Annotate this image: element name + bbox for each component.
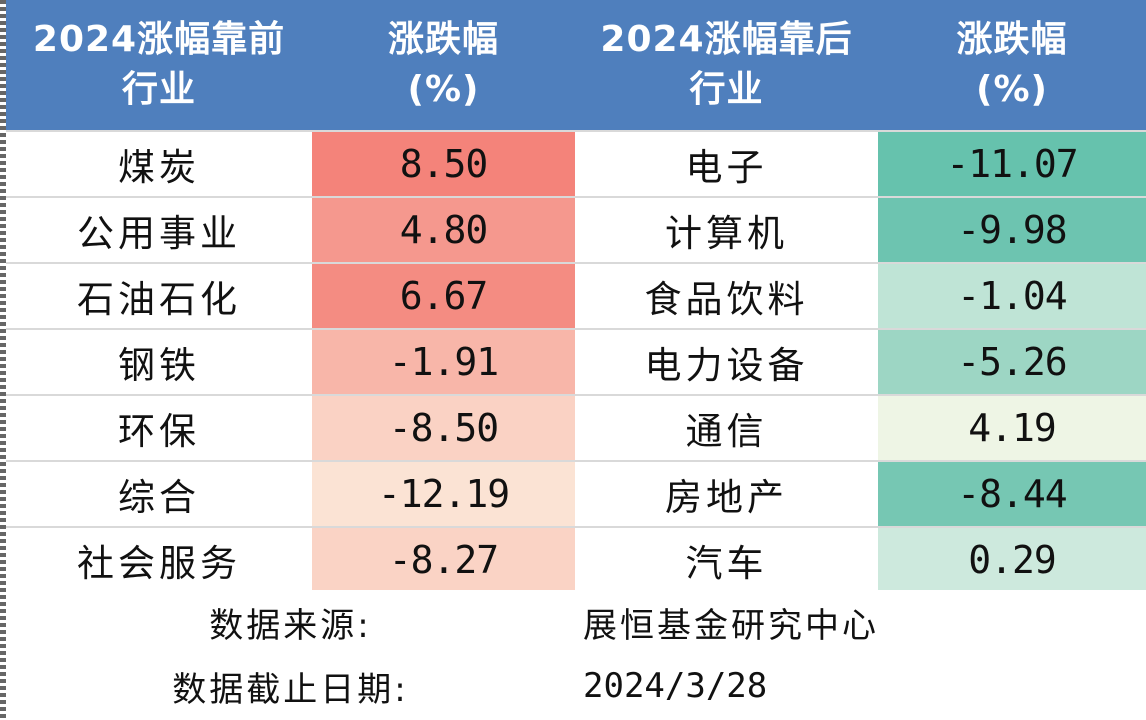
bottom-change-cell: -9.98 bbox=[878, 198, 1146, 262]
top-industry-cell: 综合 bbox=[118, 476, 200, 519]
dashed-left-border bbox=[0, 0, 6, 720]
table-body: 煤炭 8.50 电子 -11.07 公用事业 4.80 计算机 -9.98 石油石化 6.67 食品… bbox=[6, 132, 1146, 594]
top-change-cell: 6.67 bbox=[312, 264, 575, 328]
bottom-change-cell: 4.19 bbox=[878, 396, 1146, 460]
table-row: 环保 -8.50 通信 4.19 bbox=[6, 396, 1146, 462]
bottom-industry-cell: 计算机 bbox=[665, 212, 788, 255]
bottom-industry-cell: 食品饮料 bbox=[644, 278, 809, 321]
bottom-change-cell: -5.26 bbox=[878, 330, 1146, 394]
top-change-cell: 8.50 bbox=[312, 132, 575, 196]
top-industry-cell: 环保 bbox=[118, 410, 200, 453]
bottom-change-cell: -8.44 bbox=[878, 462, 1146, 526]
header-bottom-change-line1: 涨跌幅 bbox=[956, 19, 1068, 60]
top-change-cell: -8.27 bbox=[312, 528, 575, 592]
top-industry-cell: 社会服务 bbox=[77, 542, 241, 585]
top-industry-cell: 煤炭 bbox=[118, 146, 200, 189]
source-value: 展恒基金研究中心 bbox=[583, 605, 879, 646]
table-row: 综合 -12.19 房地产 -8.44 bbox=[6, 462, 1146, 528]
table-row: 公用事业 4.80 计算机 -9.98 bbox=[6, 198, 1146, 264]
bottom-change-cell: -1.04 bbox=[878, 264, 1146, 328]
table-footer: 数据来源: 展恒基金研究中心 数据截止日期: 2024/3/28 bbox=[6, 590, 1146, 720]
table-row: 社会服务 -8.27 汽车 0.29 bbox=[6, 528, 1146, 594]
bottom-change-cell: 0.29 bbox=[878, 528, 1146, 592]
header-bottom-change-line2: (%) bbox=[976, 69, 1048, 110]
footer-source-row: 数据来源: 展恒基金研究中心 bbox=[6, 590, 1146, 654]
header-top-industry: 2024涨幅靠前 行业 bbox=[6, 0, 312, 130]
header-top-change-line1: 涨跌幅 bbox=[387, 19, 499, 60]
source-label: 数据来源: bbox=[209, 605, 372, 646]
date-label: 数据截止日期: bbox=[172, 669, 409, 710]
bottom-change-cell: -11.07 bbox=[878, 132, 1146, 196]
header-bottom-industry-line1: 2024涨幅靠后 bbox=[600, 19, 853, 60]
footer-date-row: 数据截止日期: 2024/3/28 bbox=[6, 654, 1146, 718]
header-bottom-industry: 2024涨幅靠后 行业 bbox=[575, 0, 878, 130]
bottom-industry-cell: 电子 bbox=[685, 146, 768, 189]
table-row: 钢铁 -1.91 电力设备 -5.26 bbox=[6, 330, 1146, 396]
table-row: 煤炭 8.50 电子 -11.07 bbox=[6, 132, 1146, 198]
bottom-industry-cell: 电力设备 bbox=[644, 344, 809, 387]
header-bottom-change: 涨跌幅 (%) bbox=[878, 0, 1146, 130]
date-value: 2024/3/28 bbox=[583, 666, 768, 706]
header-bottom-industry-line2: 行业 bbox=[689, 69, 764, 110]
table-row: 石油石化 6.67 食品饮料 -1.04 bbox=[6, 264, 1146, 330]
performance-table: 2024涨幅靠前 行业 涨跌幅 (%) 2024涨幅靠后 行业 涨跌幅 (%) … bbox=[6, 0, 1146, 594]
bottom-industry-cell: 房地产 bbox=[665, 476, 788, 519]
header-top-industry-line2: 行业 bbox=[121, 69, 196, 110]
top-industry-cell: 公用事业 bbox=[77, 212, 241, 255]
top-change-cell: 4.80 bbox=[312, 198, 575, 262]
header-top-change-line2: (%) bbox=[407, 69, 480, 110]
top-change-cell: -12.19 bbox=[312, 462, 575, 526]
header-top-change: 涨跌幅 (%) bbox=[312, 0, 575, 130]
bottom-industry-cell: 汽车 bbox=[685, 542, 768, 585]
top-industry-cell: 钢铁 bbox=[118, 344, 200, 387]
header-top-industry-line1: 2024涨幅靠前 bbox=[32, 19, 286, 60]
top-change-cell: -1.91 bbox=[312, 330, 575, 394]
top-industry-cell: 石油石化 bbox=[77, 278, 241, 321]
top-change-cell: -8.50 bbox=[312, 396, 575, 460]
table-header-row: 2024涨幅靠前 行业 涨跌幅 (%) 2024涨幅靠后 行业 涨跌幅 (%) bbox=[6, 0, 1146, 132]
bottom-industry-cell: 通信 bbox=[685, 410, 768, 453]
